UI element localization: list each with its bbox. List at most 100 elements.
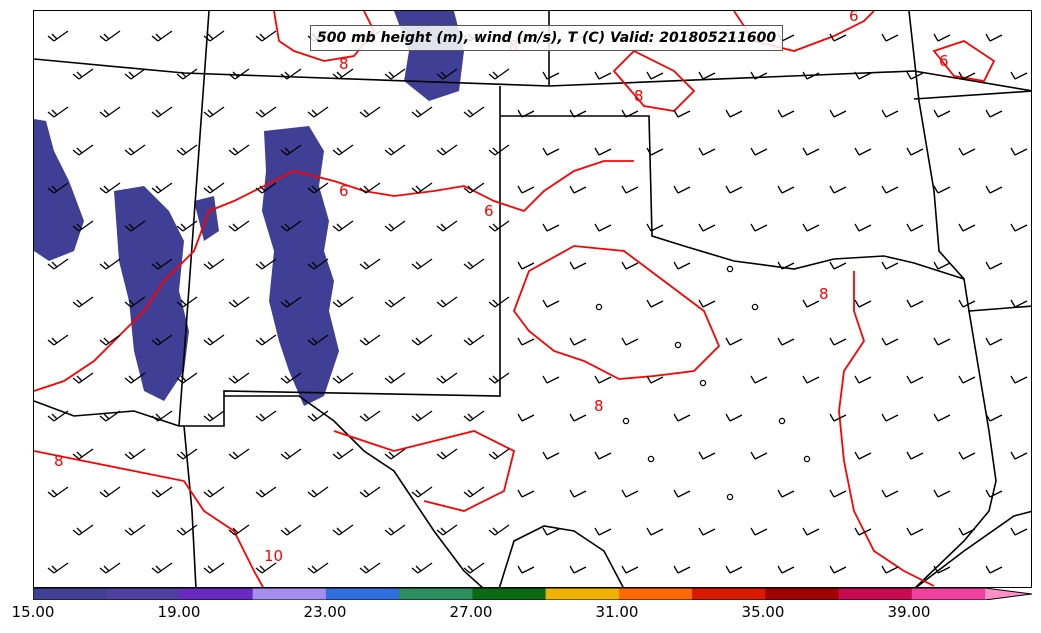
colorbar-segment — [106, 588, 180, 600]
wind-barb — [569, 413, 587, 422]
wind-barb — [985, 109, 1003, 118]
wind-barb — [280, 144, 302, 156]
wind-barb — [594, 375, 612, 384]
wind-barb — [725, 185, 743, 194]
calm-wind-circle — [726, 493, 734, 501]
wind-barb — [151, 334, 173, 346]
wind-barb — [829, 185, 847, 194]
wind-barb — [569, 185, 587, 194]
wind-barb — [176, 372, 198, 384]
contour-label: 8 — [339, 55, 349, 73]
wind-barb — [72, 296, 94, 308]
wind-barb — [359, 486, 381, 498]
wind-barb — [777, 565, 795, 574]
wind-barb — [384, 220, 406, 232]
colorbar-tick-label: 23.00 — [303, 603, 347, 621]
wind-barb — [985, 185, 1003, 194]
wind-barb — [203, 30, 225, 42]
wind-barb — [646, 223, 664, 232]
political-boundaries — [34, 11, 1031, 587]
wind-barb — [436, 372, 458, 384]
wind-barb — [517, 413, 535, 422]
wind-barb — [985, 337, 1003, 346]
colorbar-segment — [838, 588, 913, 600]
wind-barb — [542, 299, 560, 308]
wind-barb — [621, 565, 639, 574]
calm-wind-circle — [778, 417, 786, 425]
wind-barb — [854, 375, 872, 384]
colorbar-segment — [618, 588, 693, 600]
wind-barb — [698, 223, 716, 232]
wind-barb — [829, 261, 847, 270]
wind-barb — [436, 144, 458, 156]
wind-barb — [750, 375, 768, 384]
calm-wind-circle — [726, 265, 734, 273]
wind-barb — [255, 258, 277, 270]
wind-barb — [99, 30, 121, 42]
wind-barb — [72, 68, 94, 80]
wind-barb — [332, 220, 354, 232]
wind-barb — [47, 486, 69, 498]
wind-barb — [698, 147, 716, 156]
wind-barb — [906, 527, 924, 536]
wind-barb — [124, 220, 146, 232]
wind-barb — [203, 258, 225, 270]
contour-label: 8 — [54, 452, 64, 470]
wind-barb — [72, 220, 94, 232]
wind-barb — [673, 261, 691, 270]
wind-barb — [124, 296, 146, 308]
wind-barb — [621, 337, 639, 346]
contour-label: 6 — [484, 202, 494, 220]
wind-barb — [384, 524, 406, 536]
colorbar-segment — [472, 588, 547, 600]
wind-barb — [881, 489, 899, 498]
wind-barb — [1010, 299, 1028, 308]
wind-barb — [517, 185, 535, 194]
wind-barb — [384, 372, 406, 384]
wind-barb — [517, 489, 535, 498]
wind-barb — [488, 372, 510, 384]
wind-barb — [411, 562, 433, 574]
wind-barb — [542, 147, 560, 156]
wind-barb — [802, 223, 820, 232]
wind-barb — [332, 144, 354, 156]
wind-barb — [854, 527, 872, 536]
wind-barb — [47, 106, 69, 118]
wind-barb — [881, 33, 899, 42]
wind-barb — [124, 448, 146, 460]
wind-barb — [829, 489, 847, 498]
calm-wind-circle — [595, 303, 603, 311]
wind-barb — [228, 144, 250, 156]
wind-barb — [958, 375, 976, 384]
calm-wind-circle — [803, 455, 811, 463]
wind-barb — [280, 372, 302, 384]
wind-barb — [176, 524, 198, 536]
colorbar-segment — [399, 588, 473, 600]
colorbar-segment — [545, 588, 620, 600]
wind-barb — [463, 334, 485, 346]
wind-barb — [228, 220, 250, 232]
colorbar-segment — [252, 588, 327, 600]
wind-barb — [47, 334, 69, 346]
wind-barb — [569, 109, 587, 118]
wind-barb — [646, 375, 664, 384]
wind-barb — [542, 223, 560, 232]
wind-barb — [569, 489, 587, 498]
wind-barb — [176, 144, 198, 156]
wind-barb — [488, 448, 510, 460]
wind-barb — [646, 299, 664, 308]
wind-barb — [72, 144, 94, 156]
wind-barb — [750, 527, 768, 536]
wind-barb — [646, 147, 664, 156]
colorbar-segment — [33, 588, 107, 600]
calm-wind-circle — [699, 379, 707, 387]
wind-barb — [777, 109, 795, 118]
wind-barb — [176, 296, 198, 308]
wind-barb — [750, 451, 768, 460]
wind-barb — [228, 68, 250, 80]
wind-barb — [47, 30, 69, 42]
wind-barb — [255, 334, 277, 346]
wind-barb — [594, 71, 612, 80]
contour-label: 10 — [264, 547, 283, 565]
wind-barb — [542, 527, 560, 536]
